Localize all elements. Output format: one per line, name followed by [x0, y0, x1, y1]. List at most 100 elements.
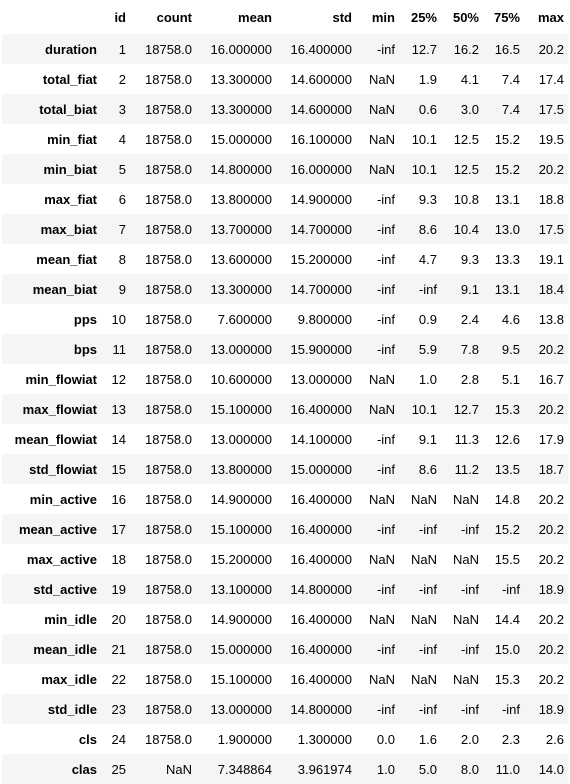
table-cell: 20.2 — [538, 521, 564, 537]
table-cell: 9.5 — [501, 341, 520, 357]
table-cell: -inf — [376, 641, 395, 657]
table-cell: NaN — [368, 551, 395, 567]
table-cell: 18 — [111, 551, 126, 567]
table-cell: 12.5 — [453, 161, 479, 177]
table-cell: 13.000000 — [210, 431, 272, 447]
row-label: clas — [71, 761, 97, 777]
table-cell: 25 — [111, 761, 126, 777]
table-cell: NaN — [452, 551, 479, 567]
row-label: bps — [73, 341, 97, 357]
table-cell: 18.8 — [538, 191, 564, 207]
table-cell: 15.000000 — [210, 641, 272, 657]
table-cell: 17 — [111, 521, 126, 537]
table-row: pps 10 18758.0 7.600000 9.800000 -inf 0.9 2.4 4.… — [2, 304, 568, 334]
row-label: total_biat — [39, 101, 97, 117]
table-cell: 18758.0 — [145, 161, 192, 177]
table-cell: 18758.0 — [145, 401, 192, 417]
table-cell: 11 — [112, 341, 127, 357]
table-cell: 15.2 — [494, 521, 520, 537]
table-cell: 12.6 — [494, 431, 520, 447]
table-cell: NaN — [368, 611, 395, 627]
table-cell: 20.2 — [538, 401, 564, 417]
table-cell: 14.8 — [494, 491, 520, 507]
column-header: 50% — [452, 10, 479, 25]
column-header: mean — [238, 10, 272, 25]
row-label: mean_biat — [32, 281, 97, 297]
table-cell: 8.0 — [460, 761, 479, 777]
table-cell: 20.2 — [538, 551, 564, 567]
row-label: std_idle — [47, 701, 97, 717]
table-cell: NaN — [410, 671, 437, 687]
table-cell: 15.000000 — [210, 131, 272, 147]
table-cell: 18758.0 — [145, 251, 192, 267]
row-label: min_flowiat — [25, 371, 97, 387]
table-cell: 18758.0 — [145, 101, 192, 117]
row-label: cls — [78, 731, 97, 747]
table-row: mean_idle 21 18758.0 15.000000 16.400000 -inf… — [2, 634, 568, 664]
table-cell: 19.1 — [538, 251, 564, 267]
table-cell: 14.600000 — [290, 101, 352, 117]
table-cell: 18758.0 — [145, 671, 192, 687]
table-cell: 11.3 — [454, 431, 479, 447]
table-cell: 14.800000 — [210, 161, 272, 177]
table-cell: 5.0 — [418, 761, 437, 777]
table-cell: NaN — [368, 101, 395, 117]
header-row: id count mean std min 25% 50% 75% max — [2, 0, 568, 34]
table-cell: 5 — [118, 161, 126, 177]
table-cell: 2.0 — [460, 731, 479, 747]
table-cell: 15.3 — [494, 671, 520, 687]
table-cell: 23 — [111, 701, 126, 717]
table-row: std_flowiat 15 18758.0 13.800000 15.000000 -i… — [2, 454, 568, 484]
table-row: min_idle 20 18758.0 14.900000 16.400000 NaN Na… — [2, 604, 568, 634]
table-cell: NaN — [410, 611, 437, 627]
table-cell: 1.6 — [418, 731, 437, 747]
table-cell: 9.800000 — [297, 311, 352, 327]
table-cell: -inf — [376, 701, 395, 717]
table-cell: 5.9 — [418, 341, 437, 357]
table-cell: 10.1 — [411, 131, 437, 147]
table-row: mean_flowiat 14 18758.0 13.000000 14.100000 -… — [2, 424, 568, 454]
row-label: max_idle — [41, 671, 97, 687]
table-cell: 15.5 — [494, 551, 520, 567]
table-cell: 18758.0 — [145, 521, 192, 537]
table-cell: 7.600000 — [217, 311, 272, 327]
table-cell: NaN — [368, 401, 395, 417]
table-cell: 18758.0 — [145, 431, 192, 447]
table-cell: 13.800000 — [210, 191, 272, 207]
table-row: min_biat 5 18758.0 14.800000 16.000000 NaN 10.… — [2, 154, 568, 184]
table-cell: 15.100000 — [210, 401, 272, 417]
table-cell: NaN — [165, 761, 192, 777]
table-row: max_biat 7 18758.0 13.700000 14.700000 -inf 8.… — [2, 214, 568, 244]
table-cell: 20 — [111, 611, 126, 627]
row-label: min_fiat — [47, 131, 97, 147]
table-cell: NaN — [452, 491, 479, 507]
table-cell: 12.5 — [453, 131, 479, 147]
table-cell: 15.2 — [494, 131, 520, 147]
table-cell: -inf — [376, 521, 395, 537]
table-cell: 14.800000 — [290, 701, 352, 717]
table-cell: 10 — [111, 311, 126, 327]
table-cell: 0.6 — [418, 101, 437, 117]
table-cell: 17.5 — [538, 101, 564, 117]
table-cell: NaN — [368, 161, 395, 177]
table-cell: 4.6 — [501, 311, 520, 327]
column-header: min — [371, 10, 395, 25]
table-cell: -inf — [376, 461, 395, 477]
table-row: std_active 19 18758.0 13.100000 14.800000 -in… — [2, 574, 568, 604]
table-cell: 16.400000 — [290, 671, 352, 687]
table-cell: 6 — [118, 191, 126, 207]
table-cell: NaN — [452, 671, 479, 687]
table-cell: 1.900000 — [217, 731, 272, 747]
table-cell: 10.8 — [453, 191, 479, 207]
table-cell: 0.0 — [376, 731, 395, 747]
table-row: total_fiat 2 18758.0 13.300000 14.600000 NaN 1… — [2, 64, 568, 94]
table-cell: 14.700000 — [290, 221, 352, 237]
table-cell: 16.000000 — [210, 41, 272, 57]
table-row: min_fiat 4 18758.0 15.000000 16.100000 NaN 10.… — [2, 124, 568, 154]
table-cell: 17.5 — [538, 221, 564, 237]
table-cell: 20.2 — [538, 671, 564, 687]
row-label: std_active — [33, 581, 97, 597]
table-cell: 1 — [118, 41, 126, 57]
table-cell: 20.2 — [538, 341, 564, 357]
